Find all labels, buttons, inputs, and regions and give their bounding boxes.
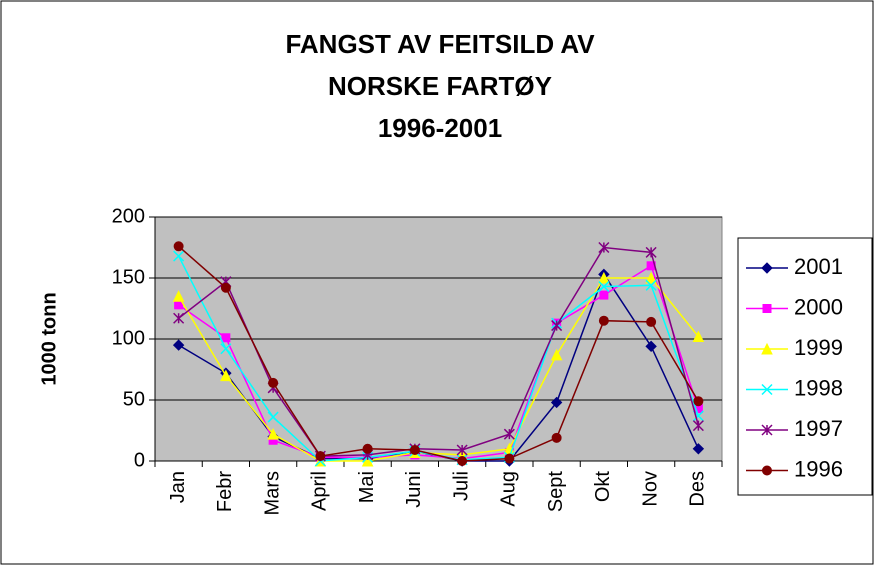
- y-tick-label: 200: [112, 205, 145, 227]
- marker: [645, 271, 657, 284]
- marker: [457, 456, 468, 466]
- marker: [598, 271, 610, 284]
- x-tick-label: Nov: [639, 471, 661, 507]
- marker: [762, 465, 772, 476]
- y-tick-label: 50: [123, 388, 145, 410]
- marker: [172, 339, 185, 351]
- marker: [220, 369, 232, 382]
- x-tick-label: Sept: [545, 471, 567, 513]
- marker: [692, 443, 705, 455]
- marker: [409, 445, 420, 456]
- marker: [267, 411, 279, 423]
- chart-title: 1996-2001: [378, 113, 502, 143]
- x-tick-label: Aug: [498, 471, 520, 507]
- marker: [551, 320, 563, 332]
- legend-label: 1996: [794, 456, 843, 481]
- marker: [645, 340, 657, 353]
- marker: [598, 281, 610, 293]
- marker: [550, 396, 563, 409]
- marker: [551, 432, 562, 443]
- legend-label: 2001: [794, 254, 843, 279]
- marker: [599, 290, 609, 300]
- marker: [456, 444, 468, 456]
- marker: [645, 279, 657, 291]
- series-line: [178, 246, 700, 457]
- marker: [645, 246, 657, 258]
- marker: [761, 262, 773, 274]
- marker: [550, 348, 563, 361]
- marker: [220, 343, 232, 355]
- marker: [220, 282, 231, 293]
- x-tick-label: April: [309, 471, 331, 511]
- marker: [692, 420, 704, 432]
- marker: [761, 383, 773, 396]
- series-line: [178, 264, 700, 460]
- x-tick-label: Febr: [214, 471, 236, 512]
- marker: [173, 312, 185, 324]
- marker: [268, 377, 279, 388]
- chart-title: NORSKE FARTØY: [328, 71, 552, 101]
- marker: [761, 342, 773, 355]
- x-tick-label: Okt: [592, 471, 614, 503]
- chart-title: FANGST AV FEITSILD AV: [285, 29, 595, 59]
- marker: [173, 250, 185, 262]
- y-tick-label: 0: [134, 449, 145, 471]
- x-tick-label: Juni: [403, 471, 425, 508]
- marker: [361, 454, 374, 467]
- y-tick-label: 150: [112, 266, 145, 288]
- series-line: [178, 245, 700, 462]
- legend-label: 1998: [794, 375, 843, 400]
- y-tick-label: 100: [112, 327, 145, 349]
- marker: [692, 330, 705, 343]
- marker: [693, 396, 704, 407]
- x-tick-label: Jan: [167, 471, 189, 503]
- x-tick-label: Mars: [261, 471, 283, 515]
- marker: [315, 451, 326, 462]
- series: [173, 241, 704, 466]
- legend-label: 1999: [794, 335, 843, 360]
- x-tick-label: Mai: [356, 471, 378, 503]
- marker: [221, 333, 231, 343]
- marker: [761, 424, 773, 436]
- marker: [598, 315, 609, 326]
- marker: [598, 241, 610, 254]
- legend-label: 1997: [794, 416, 843, 441]
- marker: [504, 453, 515, 464]
- x-tick-label: Des: [687, 471, 709, 507]
- series-line: [177, 277, 699, 462]
- marker: [503, 428, 515, 440]
- marker: [646, 316, 657, 327]
- legend-label: 2000: [794, 294, 843, 319]
- marker: [267, 428, 279, 440]
- marker: [362, 443, 373, 454]
- y-axis-label: 1000 tonn: [38, 292, 60, 385]
- marker: [172, 290, 185, 302]
- legend-box: [737, 237, 873, 496]
- x-tick-label: Juli: [450, 471, 472, 501]
- marker: [173, 241, 184, 252]
- marker: [762, 304, 772, 313]
